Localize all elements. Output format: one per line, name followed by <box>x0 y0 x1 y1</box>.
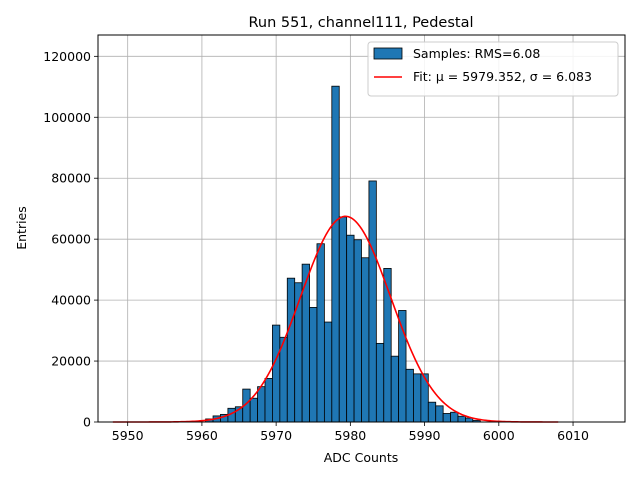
plot-frame <box>97 34 626 423</box>
legend: Samples: RMS=6.08 Fit: μ = 5979.352, σ =… <box>367 41 619 97</box>
histogram-bar <box>286 277 296 423</box>
histogram-bar <box>413 373 422 423</box>
histogram-bar <box>338 216 348 423</box>
y-tick-label: 40000 <box>51 293 91 308</box>
histogram-bar <box>442 413 451 423</box>
x-axis-label: ADC Counts <box>324 450 399 465</box>
y-tick-label: 20000 <box>51 354 91 369</box>
histogram-bar <box>375 342 385 423</box>
x-axis-ticks: 5950 5960 5970 5980 5990 6000 6010 <box>112 422 589 443</box>
histogram-bar <box>257 386 266 423</box>
histogram-bar <box>368 180 377 423</box>
x-tick-label: 6000 <box>483 428 515 443</box>
histogram-bar <box>427 401 437 423</box>
legend-box <box>367 41 619 97</box>
legend-swatch-samples <box>373 47 403 60</box>
y-axis-ticks: 0 20000 40000 60000 80000 100000 120000 <box>43 49 98 430</box>
legend-label-fit: Fit: μ = 5979.352, σ = 6.083 <box>413 69 592 84</box>
x-tick-label: 6010 <box>557 428 589 443</box>
histogram-bar <box>383 268 392 423</box>
x-tick-label: 5950 <box>112 428 144 443</box>
y-tick-label: 80000 <box>51 171 91 186</box>
x-tick-label: 5990 <box>409 428 441 443</box>
histogram-bar <box>405 368 414 423</box>
histogram-bar <box>361 257 370 423</box>
histogram-bar <box>316 243 325 423</box>
y-tick-label: 60000 <box>51 232 91 247</box>
histogram-bar <box>457 415 466 423</box>
y-tick-label: 100000 <box>43 110 91 125</box>
chart-title: Run 551, channel111, Pedestal <box>248 15 473 31</box>
y-tick-label: 0 <box>83 415 91 430</box>
histogram-bar <box>249 397 258 423</box>
histogram-bar <box>450 411 459 423</box>
histogram-bar <box>264 378 273 423</box>
x-tick-label: 5980 <box>334 428 366 443</box>
histogram-bar <box>272 324 281 423</box>
histogram-bar <box>353 239 362 423</box>
x-tick-label: 5960 <box>186 428 218 443</box>
histogram-bar <box>346 234 355 423</box>
histogram-bars <box>205 85 481 423</box>
y-axis-label: Entries <box>14 206 29 250</box>
histogram-bar <box>323 321 333 423</box>
histogram-bar <box>435 405 444 423</box>
histogram-bar <box>309 307 318 423</box>
histogram-bar <box>390 355 400 423</box>
histogram-bar <box>331 85 340 423</box>
legend-label-samples: Samples: RMS=6.08 <box>413 46 540 61</box>
y-tick-label: 120000 <box>43 49 91 64</box>
x-tick-label: 5970 <box>260 428 292 443</box>
